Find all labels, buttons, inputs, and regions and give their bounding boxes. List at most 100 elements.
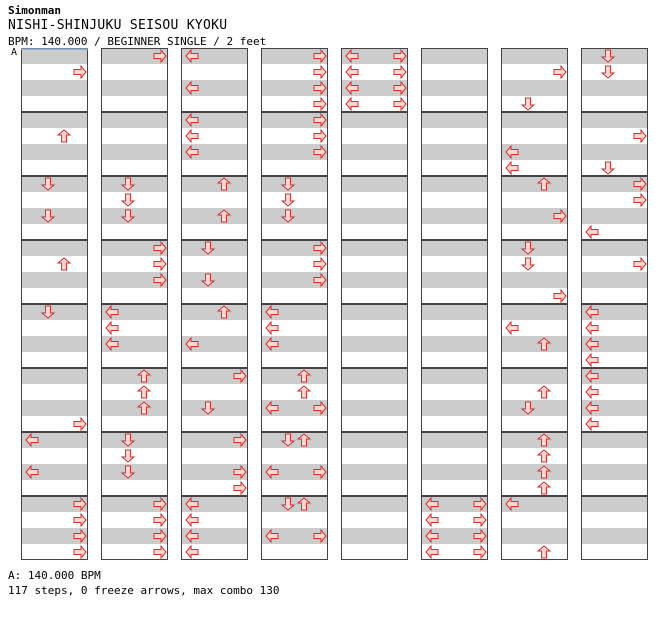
beat-stripe	[181, 48, 248, 64]
beat-stripe	[581, 144, 648, 160]
chart-column	[581, 48, 648, 560]
left-arrow-icon	[505, 320, 519, 336]
beat-stripe	[101, 464, 168, 480]
beat-stripe	[581, 240, 648, 256]
beat-stripe	[101, 400, 168, 416]
measure	[21, 176, 88, 240]
beat-stripe	[501, 240, 568, 256]
song-title: NISHI-SHINJUKU SEISOU KYOKU	[8, 18, 228, 33]
right-arrow-icon	[153, 496, 167, 512]
beat-stripe	[101, 80, 168, 96]
up-arrow-icon	[536, 545, 552, 559]
measure-border	[181, 368, 248, 432]
beat-stripe	[21, 400, 88, 416]
measure	[101, 432, 168, 496]
beat-stripe	[501, 432, 568, 448]
right-arrow-icon	[393, 96, 407, 112]
beat-stripe	[501, 272, 568, 288]
down-arrow-icon	[280, 193, 296, 207]
beat-stripe	[341, 432, 408, 448]
measure	[101, 240, 168, 304]
chart-meta: BPM: 140.000 / BEGINNER SINGLE / 2 feet	[8, 35, 267, 48]
up-arrow-icon	[296, 433, 312, 447]
measure-border	[421, 176, 488, 240]
beat-stripe	[501, 528, 568, 544]
right-arrow-icon	[633, 128, 647, 144]
down-arrow-icon	[120, 449, 136, 463]
beat-stripe	[581, 48, 648, 64]
measure-border	[421, 48, 488, 112]
chart-column	[21, 48, 88, 560]
measure-border	[341, 112, 408, 176]
down-arrow-icon	[520, 241, 536, 255]
right-arrow-icon	[153, 512, 167, 528]
measure-border	[421, 368, 488, 432]
left-arrow-icon	[265, 400, 279, 416]
measure	[341, 304, 408, 368]
beat-stripe	[501, 400, 568, 416]
left-arrow-icon	[585, 384, 599, 400]
measure	[181, 368, 248, 432]
right-arrow-icon	[473, 512, 487, 528]
left-arrow-icon	[185, 80, 199, 96]
right-arrow-icon	[473, 496, 487, 512]
beat-stripe	[421, 464, 488, 480]
beat-stripe	[21, 112, 88, 128]
up-arrow-icon	[136, 385, 152, 399]
down-arrow-icon	[280, 177, 296, 191]
measure-border	[341, 240, 408, 304]
beat-stripe	[341, 336, 408, 352]
chart-column	[181, 48, 248, 560]
measure	[501, 432, 568, 496]
up-arrow-icon	[216, 209, 232, 223]
right-arrow-icon	[393, 48, 407, 64]
measure-border	[101, 112, 168, 176]
up-arrow-icon	[136, 401, 152, 415]
beat-stripe	[501, 144, 568, 160]
measure-border	[21, 368, 88, 432]
measure-border	[21, 432, 88, 496]
measure-border	[181, 176, 248, 240]
beat-stripe	[181, 368, 248, 384]
right-arrow-icon	[313, 64, 327, 80]
beat-stripe	[421, 144, 488, 160]
measure-border	[261, 112, 328, 176]
beat-stripe	[341, 304, 408, 320]
measure-border	[261, 432, 328, 496]
measure	[261, 432, 328, 496]
measure	[581, 176, 648, 240]
left-arrow-icon	[265, 336, 279, 352]
chart-column	[501, 48, 568, 560]
measure	[21, 496, 88, 560]
right-arrow-icon	[313, 80, 327, 96]
beat-stripe	[181, 336, 248, 352]
measure-border	[181, 496, 248, 560]
right-arrow-icon	[553, 208, 567, 224]
measure-border	[101, 48, 168, 112]
beat-stripe	[501, 48, 568, 64]
measure	[101, 112, 168, 176]
step-chart	[21, 48, 648, 560]
beat-stripe	[421, 304, 488, 320]
right-arrow-icon	[473, 528, 487, 544]
measure-border	[261, 48, 328, 112]
beat-stripe	[21, 48, 88, 64]
measure	[581, 48, 648, 112]
left-arrow-icon	[185, 112, 199, 128]
chart-column	[341, 48, 408, 560]
left-arrow-icon	[585, 368, 599, 384]
measure-border	[101, 432, 168, 496]
right-arrow-icon	[313, 128, 327, 144]
up-arrow-icon	[56, 257, 72, 271]
measure	[261, 176, 328, 240]
up-arrow-icon	[136, 369, 152, 383]
beat-stripe	[421, 176, 488, 192]
down-arrow-icon	[120, 433, 136, 447]
measure	[181, 176, 248, 240]
down-arrow-icon	[520, 257, 536, 271]
up-arrow-icon	[296, 497, 312, 511]
measure	[101, 304, 168, 368]
measure	[501, 304, 568, 368]
beat-stripe	[101, 208, 168, 224]
beat-stripe	[501, 304, 568, 320]
